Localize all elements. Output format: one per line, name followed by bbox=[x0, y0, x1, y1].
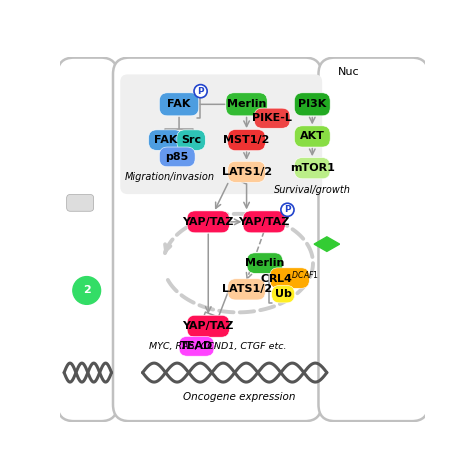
FancyBboxPatch shape bbox=[228, 279, 265, 300]
FancyBboxPatch shape bbox=[247, 253, 283, 273]
Text: PI3K: PI3K bbox=[298, 100, 327, 109]
FancyBboxPatch shape bbox=[177, 130, 205, 150]
Text: YAP/TAZ: YAP/TAZ bbox=[182, 321, 234, 331]
FancyBboxPatch shape bbox=[187, 315, 229, 337]
Text: Merlin: Merlin bbox=[227, 100, 266, 109]
Text: Merlin: Merlin bbox=[245, 258, 284, 268]
FancyBboxPatch shape bbox=[243, 211, 285, 233]
Text: LATS1/2: LATS1/2 bbox=[221, 167, 272, 177]
FancyBboxPatch shape bbox=[187, 211, 229, 233]
Polygon shape bbox=[314, 237, 340, 251]
Text: CRL4$^{DCAF1}$: CRL4$^{DCAF1}$ bbox=[260, 270, 319, 286]
Text: YAP/TAZ: YAP/TAZ bbox=[182, 217, 234, 227]
Text: mTOR1: mTOR1 bbox=[290, 163, 335, 173]
Text: p85: p85 bbox=[165, 152, 189, 162]
FancyBboxPatch shape bbox=[272, 285, 294, 303]
FancyBboxPatch shape bbox=[228, 129, 265, 151]
Text: Ub: Ub bbox=[274, 289, 292, 299]
FancyBboxPatch shape bbox=[159, 93, 199, 116]
Text: Oncogene expression: Oncogene expression bbox=[183, 392, 295, 402]
Text: FAK: FAK bbox=[167, 100, 191, 109]
FancyBboxPatch shape bbox=[270, 268, 310, 288]
FancyBboxPatch shape bbox=[67, 194, 94, 211]
Text: P: P bbox=[197, 87, 204, 96]
FancyBboxPatch shape bbox=[294, 126, 330, 147]
Circle shape bbox=[281, 203, 294, 216]
Text: MYC, RAS, CCND1, CTGF etc.: MYC, RAS, CCND1, CTGF etc. bbox=[149, 342, 286, 351]
Text: 2: 2 bbox=[83, 285, 91, 295]
Text: TEAD: TEAD bbox=[180, 341, 213, 351]
FancyBboxPatch shape bbox=[159, 147, 195, 167]
Text: Migration/invasion: Migration/invasion bbox=[125, 172, 215, 182]
FancyBboxPatch shape bbox=[294, 158, 330, 179]
FancyBboxPatch shape bbox=[294, 93, 330, 116]
Text: FAK: FAK bbox=[154, 135, 177, 145]
FancyBboxPatch shape bbox=[179, 337, 214, 356]
Text: AKT: AKT bbox=[300, 131, 325, 141]
Circle shape bbox=[73, 277, 100, 304]
FancyBboxPatch shape bbox=[254, 108, 290, 128]
Text: PIKE-L: PIKE-L bbox=[252, 113, 292, 123]
Text: YAP/TAZ: YAP/TAZ bbox=[238, 217, 290, 227]
FancyBboxPatch shape bbox=[319, 58, 428, 421]
FancyBboxPatch shape bbox=[120, 74, 322, 194]
Text: Src: Src bbox=[181, 135, 201, 145]
FancyBboxPatch shape bbox=[228, 161, 265, 182]
Circle shape bbox=[194, 85, 207, 98]
FancyBboxPatch shape bbox=[148, 130, 182, 150]
Text: MST1/2: MST1/2 bbox=[223, 135, 270, 145]
Text: P: P bbox=[284, 205, 291, 214]
FancyBboxPatch shape bbox=[113, 58, 321, 421]
FancyBboxPatch shape bbox=[226, 93, 267, 116]
Text: Nuc: Nuc bbox=[338, 67, 360, 77]
Text: Survival/growth: Survival/growth bbox=[274, 185, 351, 195]
FancyBboxPatch shape bbox=[57, 58, 118, 421]
Text: LATS1/2: LATS1/2 bbox=[221, 284, 272, 294]
